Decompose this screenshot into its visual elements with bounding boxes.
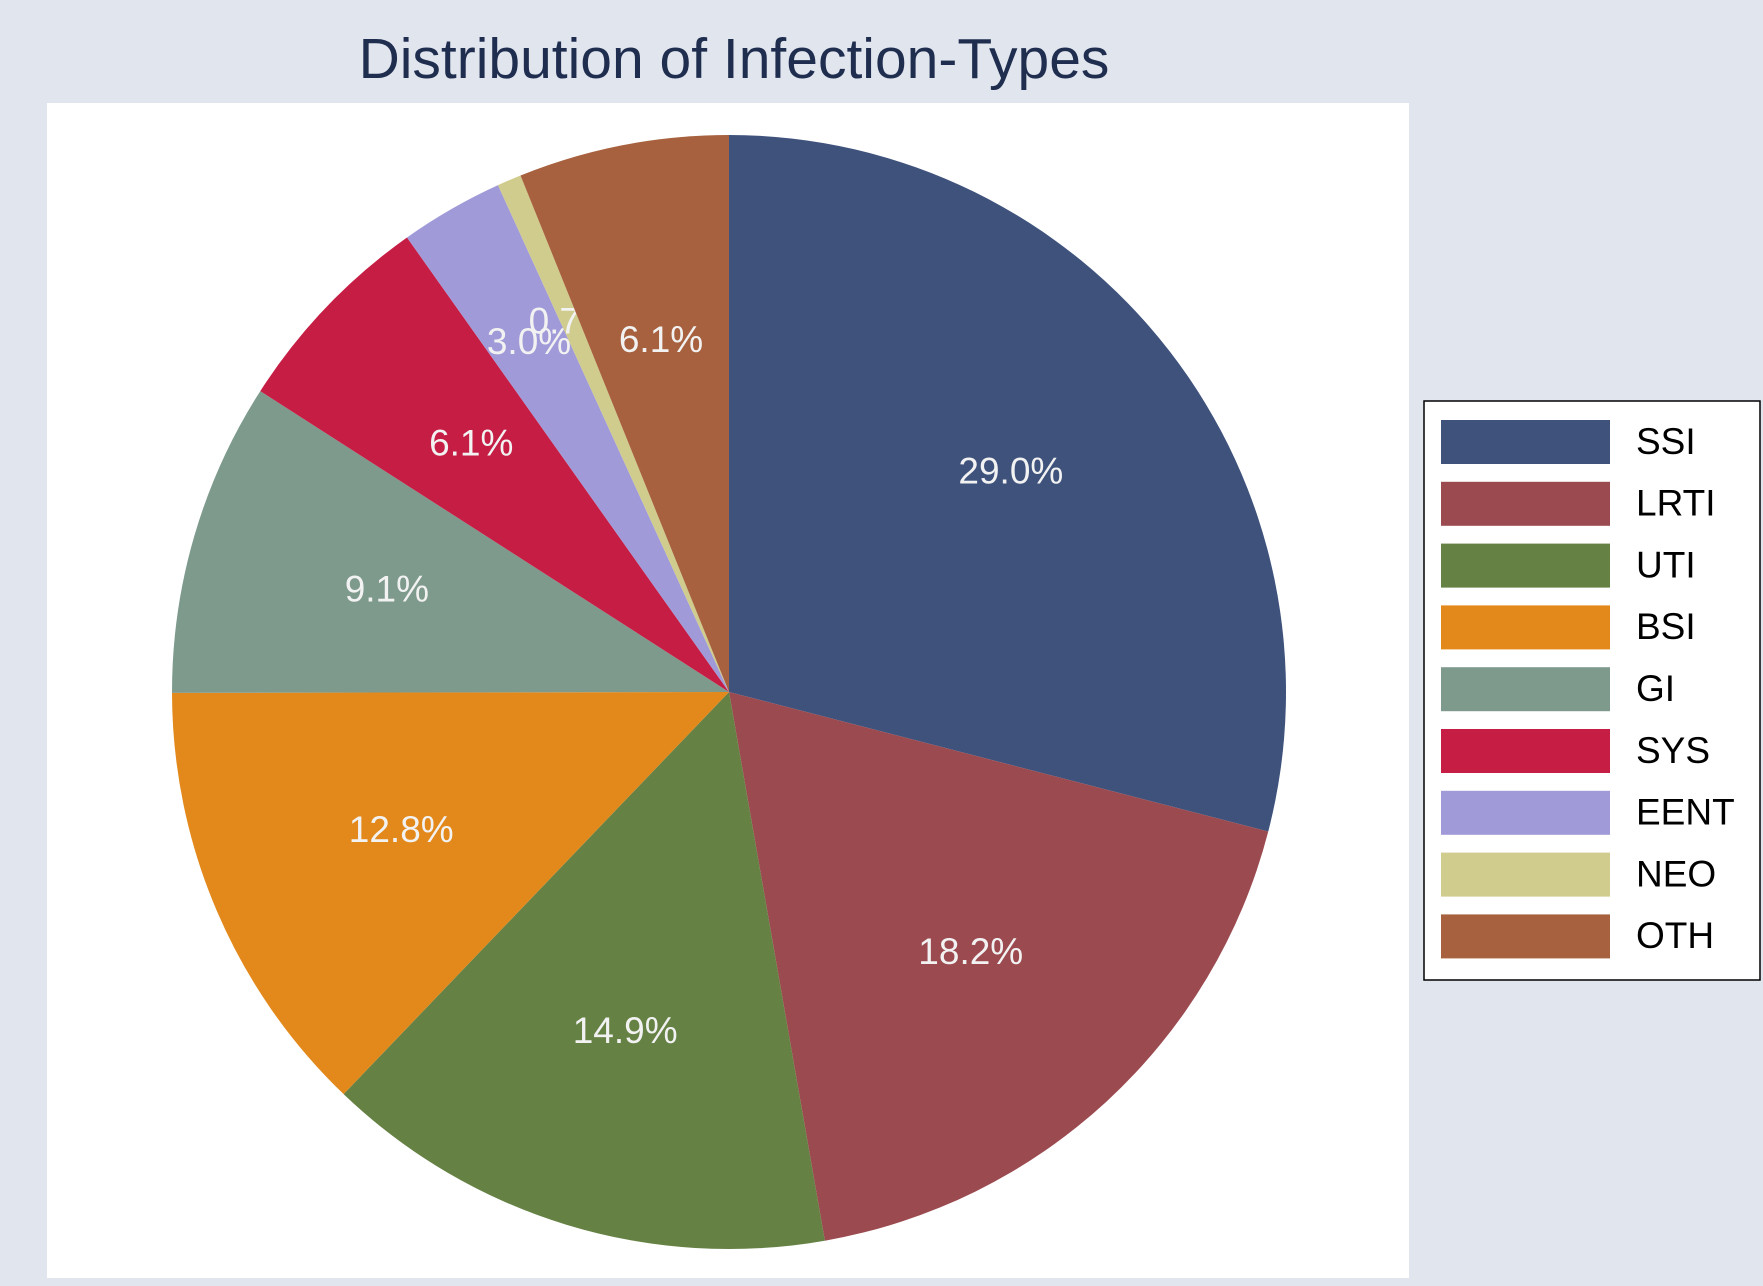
- slice-label: 18.2%: [918, 931, 1023, 972]
- legend-label: UTI: [1636, 544, 1696, 585]
- legend-swatch: [1441, 481, 1610, 526]
- pie-slice: [407, 185, 729, 692]
- slice-label: 29.0%: [958, 451, 1063, 492]
- legend-swatch: [1441, 420, 1610, 464]
- chart-title: Distribution of Infection-Types: [359, 27, 1110, 91]
- legend-swatch: [1441, 852, 1610, 897]
- pie-slice: [172, 391, 729, 693]
- legend-label: BSI: [1636, 606, 1696, 647]
- slice-label: 12.8%: [349, 809, 454, 850]
- slice-label: 6.1%: [429, 423, 513, 464]
- legend-label: SYS: [1636, 730, 1710, 771]
- legend-swatch: [1441, 790, 1610, 835]
- pie-slice: [260, 237, 729, 692]
- legend-swatch: [1441, 729, 1610, 773]
- legend-swatch: [1441, 914, 1610, 959]
- pie-slice: [343, 692, 825, 1249]
- legend-label: GI: [1636, 668, 1675, 709]
- pie-slice: [729, 135, 1287, 832]
- pie-slice: [729, 692, 1269, 1241]
- legend-label: NEO: [1636, 853, 1716, 894]
- pie-slice: [497, 175, 729, 693]
- legend-label: SSI: [1636, 421, 1696, 462]
- slice-label: 14.9%: [573, 1010, 678, 1051]
- legend-swatch: [1441, 667, 1610, 712]
- legend-label: EENT: [1636, 792, 1735, 833]
- legend-label: OTH: [1636, 915, 1714, 956]
- slice-label: 3.0%: [487, 321, 571, 362]
- legend-label: LRTI: [1636, 483, 1716, 524]
- legend-swatch: [1441, 605, 1610, 650]
- slice-label: 9.1%: [345, 569, 429, 610]
- pie-slice: [172, 692, 730, 1095]
- pie-slice: [520, 135, 729, 692]
- slice-label: 6.1%: [619, 319, 703, 360]
- legend-swatch: [1441, 543, 1610, 588]
